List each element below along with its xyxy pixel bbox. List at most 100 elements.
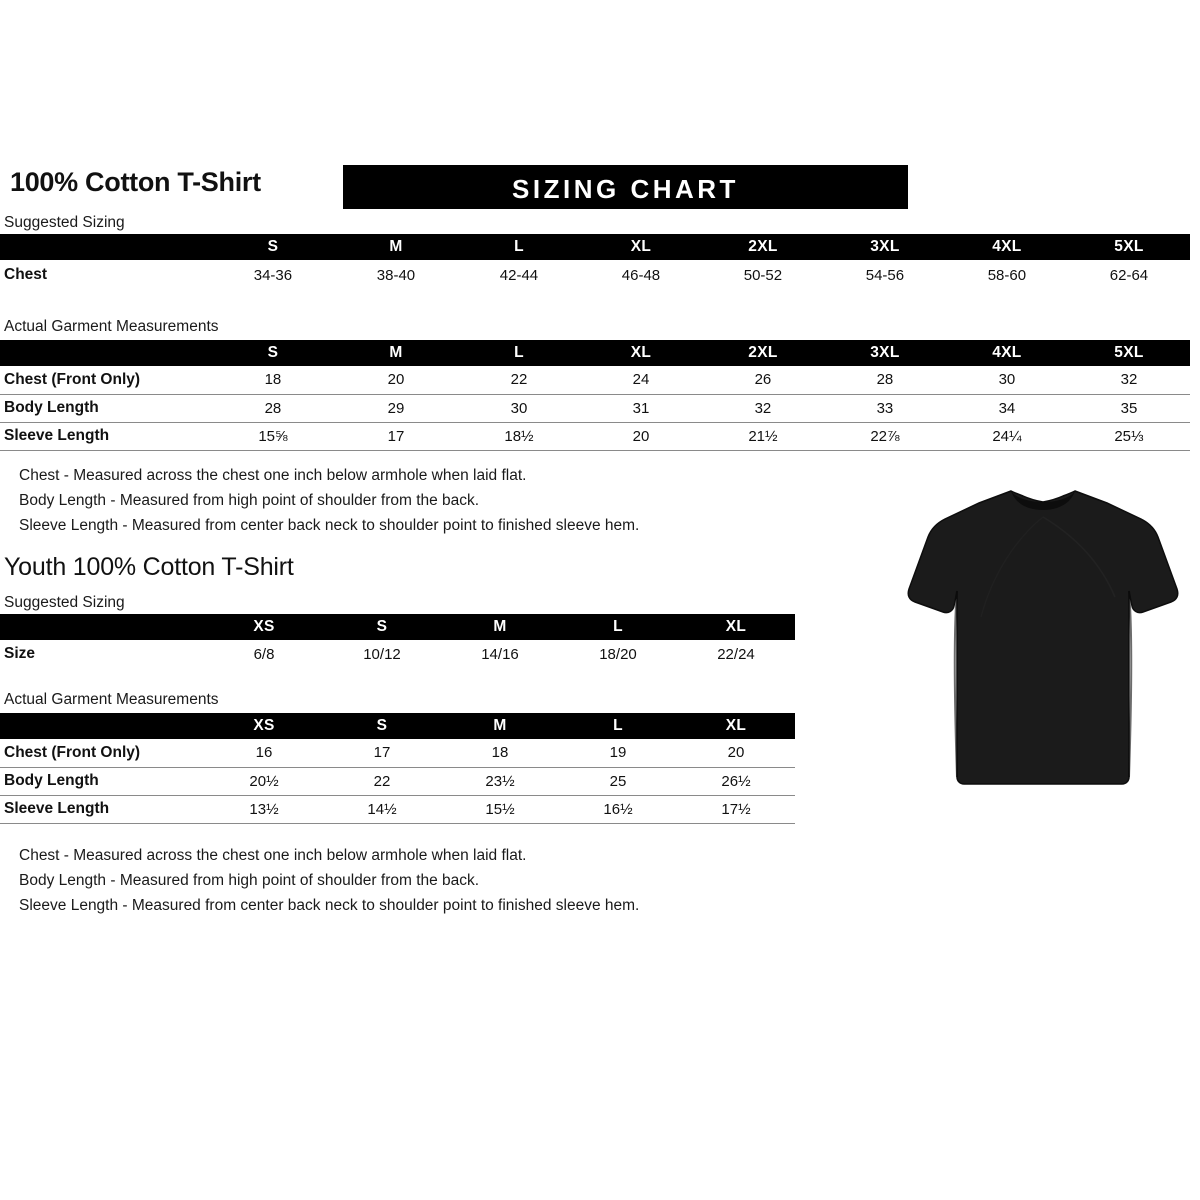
cell-body-xl: 31 <box>579 394 702 423</box>
t-shirt-icon <box>907 490 1179 785</box>
row-label-sleeve-length: Sleeve Length <box>0 422 212 451</box>
row-label-body-length: Body Length <box>0 767 205 796</box>
column-header-2xl: 2XL <box>701 340 824 366</box>
cell-body-xs: 20½ <box>205 767 323 796</box>
cell-chest-xs: 16 <box>205 739 323 768</box>
cell-chest-s: 18 <box>211 366 334 395</box>
column-header-l: L <box>559 713 677 739</box>
cell-chest-l: 19 <box>559 739 677 768</box>
column-header-5xl: 5XL <box>1067 340 1190 366</box>
cell-chest-4xl: 30 <box>945 366 1068 395</box>
table-row: Chest (Front Only) 16 17 18 19 20 <box>0 739 795 768</box>
cell-body-m: 29 <box>333 394 458 423</box>
column-header <box>0 713 205 739</box>
cell-chest-xl: 24 <box>579 366 702 395</box>
table-header-row: XS S M L XL <box>0 713 795 739</box>
cell-sleeve-2xl: 21½ <box>701 422 824 451</box>
cell-chest-m: 20 <box>333 366 458 395</box>
cell-size-m: 14/16 <box>481 645 519 663</box>
youth-garment-measurements-label: Actual Garment Measurements <box>4 691 219 708</box>
table-row: Chest 34-36 38-40 42-44 46-48 50-52 54-5… <box>0 260 1190 290</box>
column-header-s: S <box>323 713 441 739</box>
product-image-black-t-shirt <box>893 477 1193 802</box>
cell-body-s: 28 <box>211 394 334 423</box>
column-header-2xl: 2XL <box>701 234 824 260</box>
table-row: Sleeve Length 15⅝ 17 18½ 20 21½ 22⅞ 24¼ … <box>0 422 1190 451</box>
column-header-xs: XS <box>205 713 323 739</box>
table-row: Size 6/8 10/12 14/16 18/20 22/24 <box>0 640 795 668</box>
cell-body-l: 25 <box>559 767 677 796</box>
column-header-m: M <box>333 340 458 366</box>
cell-sleeve-4xl: 24¼ <box>945 422 1068 451</box>
cell-body-l: 30 <box>457 394 580 423</box>
column-header-s: S <box>211 340 334 366</box>
cell-chest-m: 38-40 <box>376 266 416 284</box>
youth-suggested-sizing-table: XS S M L XL Size 6/8 10/12 14/16 18/20 2… <box>0 614 795 668</box>
column-header-xl: XL <box>579 340 702 366</box>
cell-chest-2xl: 26 <box>701 366 824 395</box>
cell-chest-l: 22 <box>457 366 580 395</box>
cell-size-s: 10/12 <box>363 645 401 663</box>
column-header-m: M <box>333 234 458 260</box>
cell-chest-5xl: 62-64 <box>1109 266 1149 284</box>
youth-garment-measurements-table: XS S M L XL Chest (Front Only) 16 17 18 … <box>0 713 795 824</box>
cell-size-l: 18/20 <box>599 645 637 663</box>
table-row: Sleeve Length 13½ 14½ 15½ 16½ 17½ <box>0 795 795 824</box>
cell-chest-s: 17 <box>323 739 441 768</box>
adult-suggested-sizing-label: Suggested Sizing <box>4 214 125 231</box>
cell-size-xs: 6/8 <box>253 645 275 663</box>
cell-body-s: 22 <box>323 767 441 796</box>
note-sleeve: Sleeve Length - Measured from center bac… <box>19 897 640 914</box>
column-header-s: S <box>211 234 334 260</box>
cell-sleeve-l: 18½ <box>457 422 580 451</box>
column-header <box>0 340 212 366</box>
cell-body-xl: 26½ <box>677 767 795 796</box>
table-header-row: S M L XL 2XL 3XL 4XL 5XL <box>0 234 1190 260</box>
column-header-xl: XL <box>579 234 702 260</box>
adult-garment-measurements-label: Actual Garment Measurements <box>4 318 219 335</box>
column-header-xs: XS <box>205 614 323 640</box>
row-label-size: Size <box>4 645 36 662</box>
note-chest: Chest - Measured across the chest one in… <box>19 467 527 484</box>
cell-size-xl: 22/24 <box>717 645 755 663</box>
column-header-4xl: 4XL <box>945 234 1068 260</box>
cell-sleeve-s: 15⅝ <box>211 422 334 451</box>
cell-chest-3xl: 54-56 <box>865 266 905 284</box>
column-header-3xl: 3XL <box>823 340 946 366</box>
cell-sleeve-l: 16½ <box>559 795 677 824</box>
column-header-l: L <box>559 614 677 640</box>
sizing-chart-banner: SIZING CHART <box>343 165 908 209</box>
cell-sleeve-m: 17 <box>333 422 458 451</box>
column-header-l: L <box>457 234 580 260</box>
page-title: 100% Cotton T-Shirt <box>10 167 261 197</box>
cell-sleeve-xl: 17½ <box>677 795 795 824</box>
youth-suggested-sizing-label: Suggested Sizing <box>4 594 125 611</box>
youth-measurement-notes: Chest - Measured across the chest one in… <box>19 843 639 918</box>
note-chest: Chest - Measured across the chest one in… <box>19 847 527 864</box>
note-body: Body Length - Measured from high point o… <box>19 872 480 889</box>
youth-section-title: Youth 100% Cotton T-Shirt <box>4 553 294 581</box>
cell-sleeve-m: 15½ <box>441 795 559 824</box>
page-header: 100% Cotton T-Shirt SIZING CHART <box>10 165 1190 213</box>
cell-chest-4xl: 58-60 <box>987 266 1027 284</box>
cell-sleeve-xl: 20 <box>579 422 702 451</box>
column-header <box>0 234 212 260</box>
cell-sleeve-5xl: 25⅓ <box>1067 422 1190 451</box>
cell-sleeve-s: 14½ <box>323 795 441 824</box>
column-header-m: M <box>441 614 559 640</box>
row-label-chest: Chest (Front Only) <box>0 739 205 768</box>
table-row: Body Length 28 29 30 31 32 33 34 35 <box>0 394 1190 423</box>
note-body: Body Length - Measured from high point o… <box>19 492 480 509</box>
table-row: Chest (Front Only) 18 20 22 24 26 28 30 … <box>0 366 1190 395</box>
cell-chest-2xl: 50-52 <box>743 266 783 284</box>
cell-chest-s: 34-36 <box>253 266 293 284</box>
column-header-xl: XL <box>677 614 795 640</box>
column-header-5xl: 5XL <box>1067 234 1190 260</box>
table-header-row: S M L XL 2XL 3XL 4XL 5XL <box>0 340 1190 366</box>
cell-body-3xl: 33 <box>823 394 946 423</box>
cell-chest-l: 42-44 <box>499 266 539 284</box>
column-header-s: S <box>323 614 441 640</box>
cell-chest-m: 18 <box>441 739 559 768</box>
cell-chest-xl: 20 <box>677 739 795 768</box>
